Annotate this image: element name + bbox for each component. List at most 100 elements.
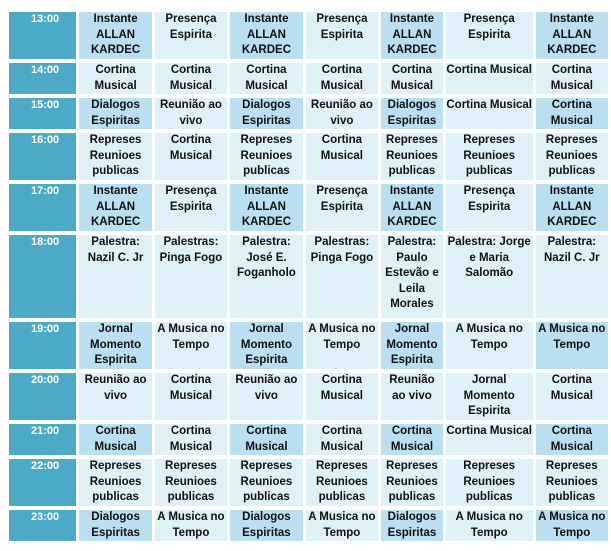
schedule-cell: Represes Reunioes publicas — [230, 133, 303, 180]
table-row: 14:00 Cortina Musical Cortina Musical Corti… — [9, 63, 608, 94]
schedule-cell: A Musica no Tempo — [305, 322, 379, 369]
schedule-cell: Instante ALLAN KARDEC — [535, 184, 608, 231]
schedule-cell: Represes Reunioes publicas — [305, 459, 379, 506]
schedule-cell: Cortina Musical — [230, 63, 303, 94]
schedule-cell: Dialogos Espiritas — [381, 510, 443, 541]
schedule-cell: Cortina Musical — [230, 424, 303, 455]
schedule-cell: Jornal Momento Espirita — [79, 322, 152, 369]
schedule-cell: Cortina Musical — [154, 63, 228, 94]
schedule-cell: Reunião ao vivo — [305, 98, 379, 129]
schedule-cell: Jornal Momento Espirita — [445, 373, 533, 420]
schedule-cell: Instante ALLAN KARDEC — [381, 12, 443, 59]
schedule-cell: Reunião ao vivo — [230, 373, 303, 420]
schedule-cell: Cortina Musical — [305, 424, 379, 455]
schedule-cell: Cortina Musical — [445, 424, 533, 455]
schedule-table: 13:00 Instante ALLAN KARDEC Presença Espir… — [6, 8, 611, 545]
schedule-cell: Cortina Musical — [154, 424, 228, 455]
schedule-cell: Cortina Musical — [154, 133, 228, 180]
time-slot: 20:00 — [9, 373, 77, 420]
table-row: 20:00 Reunião ao vivo Cortina Musical Reuni… — [9, 373, 608, 420]
schedule-cell: Cortina Musical — [305, 373, 379, 420]
schedule-cell: Cortina Musical — [305, 133, 379, 180]
schedule-cell: Cortina Musical — [535, 424, 608, 455]
schedule-cell: Cortina Musical — [79, 63, 152, 94]
schedule-body: 13:00 Instante ALLAN KARDEC Presença Espir… — [9, 12, 608, 541]
time-slot: 23:00 — [9, 510, 77, 541]
time-slot: 19:00 — [9, 322, 77, 369]
table-row: 21:00 Cortina Musical Cortina Musical Corti… — [9, 424, 608, 455]
schedule-cell: Reunião ao vivo — [381, 373, 443, 420]
schedule-cell: Presença Espirita — [154, 184, 228, 231]
schedule-cell: A Musica no Tempo — [445, 510, 533, 541]
schedule-cell: Palestra: José E. Foganholo — [230, 235, 303, 318]
schedule-cell: Cortina Musical — [535, 373, 608, 420]
time-slot: 13:00 — [9, 12, 77, 59]
schedule-cell: Reunião ao vivo — [79, 373, 152, 420]
time-slot: 14:00 — [9, 63, 77, 94]
schedule-cell: Presença Espirita — [305, 184, 379, 231]
time-slot: 15:00 — [9, 98, 77, 129]
schedule-cell: Instante ALLAN KARDEC — [230, 184, 303, 231]
schedule-cell: A Musica no Tempo — [154, 322, 228, 369]
schedule-cell: A Musica no Tempo — [305, 510, 379, 541]
schedule-cell: Represes Reunioes publicas — [445, 133, 533, 180]
schedule-cell: A Musica no Tempo — [535, 322, 608, 369]
schedule-cell: Cortina Musical — [154, 373, 228, 420]
schedule-cell: Represes Reunioes publicas — [535, 459, 608, 506]
schedule-cell: Represes Reunioes publicas — [381, 133, 443, 180]
schedule-cell: Palestra: Paulo Estevão e Leila Morales — [381, 235, 443, 318]
schedule-cell: Represes Reunioes publicas — [381, 459, 443, 506]
schedule-cell: Presença Espirita — [445, 184, 533, 231]
table-row: 13:00 Instante ALLAN KARDEC Presença Espir… — [9, 12, 608, 59]
schedule-cell: Represes Reunioes publicas — [79, 133, 152, 180]
schedule-cell: A Musica no Tempo — [154, 510, 228, 541]
schedule-cell: Represes Reunioes publicas — [230, 459, 303, 506]
schedule-cell: Instante ALLAN KARDEC — [79, 184, 152, 231]
table-row: 15:00 Dialogos Espiritas Reunião ao vivo Di… — [9, 98, 608, 129]
schedule-cell: Represes Reunioes publicas — [445, 459, 533, 506]
schedule-cell: Dialogos Espiritas — [79, 98, 152, 129]
schedule-cell: Palestra: Nazil C. Jr — [535, 235, 608, 318]
schedule-cell: Instante ALLAN KARDEC — [79, 12, 152, 59]
schedule-cell: Reunião ao vivo — [154, 98, 228, 129]
schedule-cell: Instante ALLAN KARDEC — [230, 12, 303, 59]
table-row: 18:00 Palestra: Nazil C. Jr Palestras: Pin… — [9, 235, 608, 318]
schedule-cell: Palestra: Nazil C. Jr — [79, 235, 152, 318]
table-row: 17:00 Instante ALLAN KARDEC Presença Espir… — [9, 184, 608, 231]
time-slot: 16:00 — [9, 133, 77, 180]
schedule-cell: Palestras: Pinga Fogo — [154, 235, 228, 318]
time-slot: 18:00 — [9, 235, 77, 318]
schedule-cell: Cortina Musical — [381, 424, 443, 455]
schedule-cell: Presença Espirita — [305, 12, 379, 59]
schedule-cell: Cortina Musical — [535, 98, 608, 129]
schedule-cell: Dialogos Espiritas — [79, 510, 152, 541]
schedule-cell: Jornal Momento Espirita — [381, 322, 443, 369]
schedule-cell: Palestras: Pinga Fogo — [305, 235, 379, 318]
schedule-cell: Cortina Musical — [445, 98, 533, 129]
schedule-cell: Cortina Musical — [381, 63, 443, 94]
schedule-container: 13:00 Instante ALLAN KARDEC Presença Espir… — [6, 8, 611, 545]
schedule-cell: Jornal Momento Espirita — [230, 322, 303, 369]
schedule-cell: Instante ALLAN KARDEC — [381, 184, 443, 231]
schedule-cell: Dialogos Espiritas — [230, 98, 303, 129]
schedule-cell: Palestra: Jorge e Maria Salomão — [445, 235, 533, 318]
table-row: 19:00 Jornal Momento Espirita A Musica no … — [9, 322, 608, 369]
schedule-cell: Presença Espirita — [445, 12, 533, 59]
time-slot: 17:00 — [9, 184, 77, 231]
schedule-cell: Cortina Musical — [79, 424, 152, 455]
table-row: 23:00 Dialogos Espiritas A Musica no Tempo… — [9, 510, 608, 541]
schedule-cell: Dialogos Espiritas — [381, 98, 443, 129]
schedule-cell: Presença Espirita — [154, 12, 228, 59]
schedule-cell: A Musica no Tempo — [535, 510, 608, 541]
time-slot: 21:00 — [9, 424, 77, 455]
schedule-cell: Represes Reunioes publicas — [535, 133, 608, 180]
schedule-cell: Dialogos Espiritas — [230, 510, 303, 541]
schedule-cell: Cortina Musical — [535, 63, 608, 94]
time-slot: 22:00 — [9, 459, 77, 506]
table-row: 22:00 Represes Reunioes publicas Represes … — [9, 459, 608, 506]
schedule-cell: Cortina Musical — [305, 63, 379, 94]
schedule-cell: Represes Reunioes publicas — [154, 459, 228, 506]
schedule-cell: A Musica no Tempo — [445, 322, 533, 369]
schedule-cell: Represes Reunioes publicas — [79, 459, 152, 506]
schedule-cell: Instante ALLAN KARDEC — [535, 12, 608, 59]
